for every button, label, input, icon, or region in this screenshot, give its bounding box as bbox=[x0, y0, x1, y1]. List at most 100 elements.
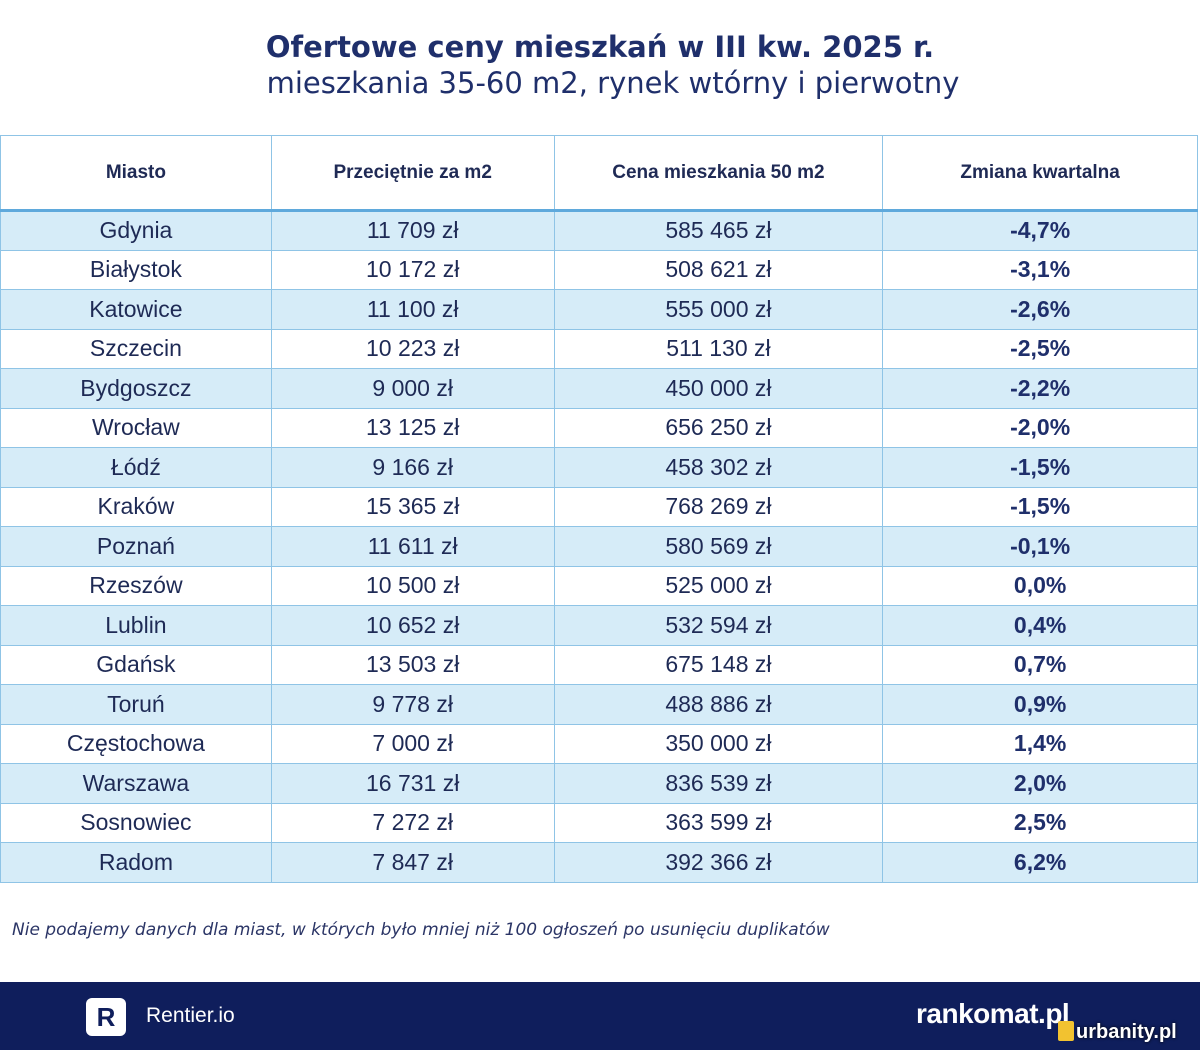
cell-price-50m2: 363 599 zł bbox=[553, 802, 884, 843]
footnote: Nie podajemy danych dla miast, w których… bbox=[12, 920, 830, 940]
cell-quarterly-change: 1,4% bbox=[882, 723, 1198, 764]
cell-quarterly-change: -2,6% bbox=[882, 289, 1198, 330]
table-row: Warszawa 16 731 zł 836 539 zł 2,0% bbox=[0, 763, 1198, 804]
table-row: Białystok 10 172 zł 508 621 zł -3,1% bbox=[0, 249, 1198, 290]
cell-quarterly-change: 2,0% bbox=[882, 763, 1198, 804]
table-row: Częstochowa 7 000 zł 350 000 zł 1,4% bbox=[0, 723, 1198, 764]
cell-city: Rzeszów bbox=[0, 565, 272, 606]
cell-price-per-m2: 11 100 zł bbox=[270, 289, 555, 330]
cell-city: Szczecin bbox=[0, 328, 272, 369]
cell-price-50m2: 768 269 zł bbox=[553, 486, 884, 527]
cell-price-50m2: 525 000 zł bbox=[553, 565, 884, 606]
table-row: Łódź 9 166 zł 458 302 zł -1,5% bbox=[0, 447, 1198, 488]
cell-quarterly-change: 0,9% bbox=[882, 684, 1198, 725]
cell-price-50m2: 488 886 zł bbox=[553, 684, 884, 725]
cell-price-50m2: 836 539 zł bbox=[553, 763, 884, 804]
cell-quarterly-change: 0,4% bbox=[882, 605, 1198, 646]
cell-quarterly-change: 2,5% bbox=[882, 802, 1198, 843]
cell-city: Bydgoszcz bbox=[0, 368, 272, 409]
cell-price-50m2: 656 250 zł bbox=[553, 407, 884, 448]
table-body: Gdynia 11 709 zł 585 465 zł -4,7% Białystok 1… bbox=[0, 210, 1198, 883]
table-row: Gdańsk 13 503 zł 675 148 zł 0,7% bbox=[0, 644, 1198, 685]
urbanity-icon bbox=[1058, 1021, 1074, 1041]
table-row: Wrocław 13 125 zł 656 250 zł -2,0% bbox=[0, 407, 1198, 448]
cell-price-50m2: 458 302 zł bbox=[553, 447, 884, 488]
cell-city: Łódź bbox=[0, 447, 272, 488]
cell-price-50m2: 350 000 zł bbox=[553, 723, 884, 764]
table-row: Gdynia 11 709 zł 585 465 zł -4,7% bbox=[0, 210, 1198, 251]
cell-price-per-m2: 7 000 zł bbox=[270, 723, 555, 764]
table-row: Kraków 15 365 zł 768 269 zł -1,5% bbox=[0, 486, 1198, 527]
cell-quarterly-change: -1,5% bbox=[882, 447, 1198, 488]
cell-city: Gdańsk bbox=[0, 644, 272, 685]
cell-price-per-m2: 9 000 zł bbox=[270, 368, 555, 409]
cell-quarterly-change: -3,1% bbox=[882, 249, 1198, 290]
cell-price-per-m2: 16 731 zł bbox=[270, 763, 555, 804]
cell-city: Katowice bbox=[0, 289, 272, 330]
cell-city: Radom bbox=[0, 842, 272, 883]
cell-quarterly-change: 0,7% bbox=[882, 644, 1198, 685]
table-row: Radom 7 847 zł 392 366 zł 6,2% bbox=[0, 842, 1198, 883]
cell-price-50m2: 580 569 zł bbox=[553, 526, 884, 567]
cell-price-50m2: 511 130 zł bbox=[553, 328, 884, 369]
cell-price-per-m2: 13 125 zł bbox=[270, 407, 555, 448]
cell-quarterly-change: -4,7% bbox=[882, 210, 1198, 251]
rentier-logo-icon: R bbox=[86, 998, 126, 1036]
header-price-per-m2: Przeciętnie za m2 bbox=[270, 135, 555, 212]
urbanity-watermark: urbanity.pl bbox=[1058, 1021, 1177, 1044]
table-row: Szczecin 10 223 zł 511 130 zł -2,5% bbox=[0, 328, 1198, 369]
cell-price-per-m2: 10 500 zł bbox=[270, 565, 555, 606]
cell-quarterly-change: -1,5% bbox=[882, 486, 1198, 527]
table-row: Toruń 9 778 zł 488 886 zł 0,9% bbox=[0, 684, 1198, 725]
cell-price-50m2: 555 000 zł bbox=[553, 289, 884, 330]
cell-price-50m2: 675 148 zł bbox=[553, 644, 884, 685]
table-row: Lublin 10 652 zł 532 594 zł 0,4% bbox=[0, 605, 1198, 646]
header-city: Miasto bbox=[0, 135, 272, 212]
header-quarterly-change: Zmiana kwartalna bbox=[882, 135, 1198, 212]
chart-title: Ofertowe ceny mieszkań w III kw. 2025 r. bbox=[265, 30, 935, 64]
cell-price-per-m2: 11 611 zł bbox=[270, 526, 555, 567]
cell-price-per-m2: 10 652 zł bbox=[270, 605, 555, 646]
cell-quarterly-change: -2,5% bbox=[882, 328, 1198, 369]
header-price-50m2: Cena mieszkania 50 m2 bbox=[553, 135, 884, 212]
cell-city: Białystok bbox=[0, 249, 272, 290]
cell-price-50m2: 508 621 zł bbox=[553, 249, 884, 290]
cell-quarterly-change: -2,2% bbox=[882, 368, 1198, 409]
cell-price-per-m2: 7 847 zł bbox=[270, 842, 555, 883]
cell-city: Poznań bbox=[0, 526, 272, 567]
chart-subtitle: mieszkania 35-60 m2, rynek wtórny i pier… bbox=[266, 66, 960, 100]
cell-city: Wrocław bbox=[0, 407, 272, 448]
rentier-label: Rentier.io bbox=[146, 1004, 235, 1027]
rankomat-logo: rankomat.pl bbox=[916, 998, 1070, 1029]
cell-price-per-m2: 9 778 zł bbox=[270, 684, 555, 725]
cell-quarterly-change: -2,0% bbox=[882, 407, 1198, 448]
urbanity-label: urbanity.pl bbox=[1076, 1021, 1177, 1043]
table-row: Rzeszów 10 500 zł 525 000 zł 0,0% bbox=[0, 565, 1198, 606]
table-row: Poznań 11 611 zł 580 569 zł -0,1% bbox=[0, 526, 1198, 567]
cell-city: Warszawa bbox=[0, 763, 272, 804]
cell-price-per-m2: 13 503 zł bbox=[270, 644, 555, 685]
cell-city: Częstochowa bbox=[0, 723, 272, 764]
cell-price-50m2: 450 000 zł bbox=[553, 368, 884, 409]
cell-city: Gdynia bbox=[0, 210, 272, 251]
table-row: Katowice 11 100 zł 555 000 zł -2,6% bbox=[0, 289, 1198, 330]
cell-price-per-m2: 7 272 zł bbox=[270, 802, 555, 843]
cell-city: Kraków bbox=[0, 486, 272, 527]
cell-price-per-m2: 15 365 zł bbox=[270, 486, 555, 527]
price-table: Miasto Przeciętnie za m2 Cena mieszkania… bbox=[0, 135, 1198, 883]
cell-price-50m2: 532 594 zł bbox=[553, 605, 884, 646]
cell-price-50m2: 585 465 zł bbox=[553, 210, 884, 251]
cell-city: Sosnowiec bbox=[0, 802, 272, 843]
cell-quarterly-change: 6,2% bbox=[882, 842, 1198, 883]
cell-price-per-m2: 10 223 zł bbox=[270, 328, 555, 369]
table-row: Bydgoszcz 9 000 zł 450 000 zł -2,2% bbox=[0, 368, 1198, 409]
cell-price-50m2: 392 366 zł bbox=[553, 842, 884, 883]
cell-quarterly-change: 0,0% bbox=[882, 565, 1198, 606]
table-header-row: Miasto Przeciętnie za m2 Cena mieszkania… bbox=[0, 135, 1198, 212]
cell-price-per-m2: 10 172 zł bbox=[270, 249, 555, 290]
cell-price-per-m2: 9 166 zł bbox=[270, 447, 555, 488]
cell-city: Lublin bbox=[0, 605, 272, 646]
cell-city: Toruń bbox=[0, 684, 272, 725]
footer-bar: R Rentier.io rankomat.pl urbanity.pl bbox=[0, 982, 1200, 1050]
cell-price-per-m2: 11 709 zł bbox=[270, 210, 555, 251]
